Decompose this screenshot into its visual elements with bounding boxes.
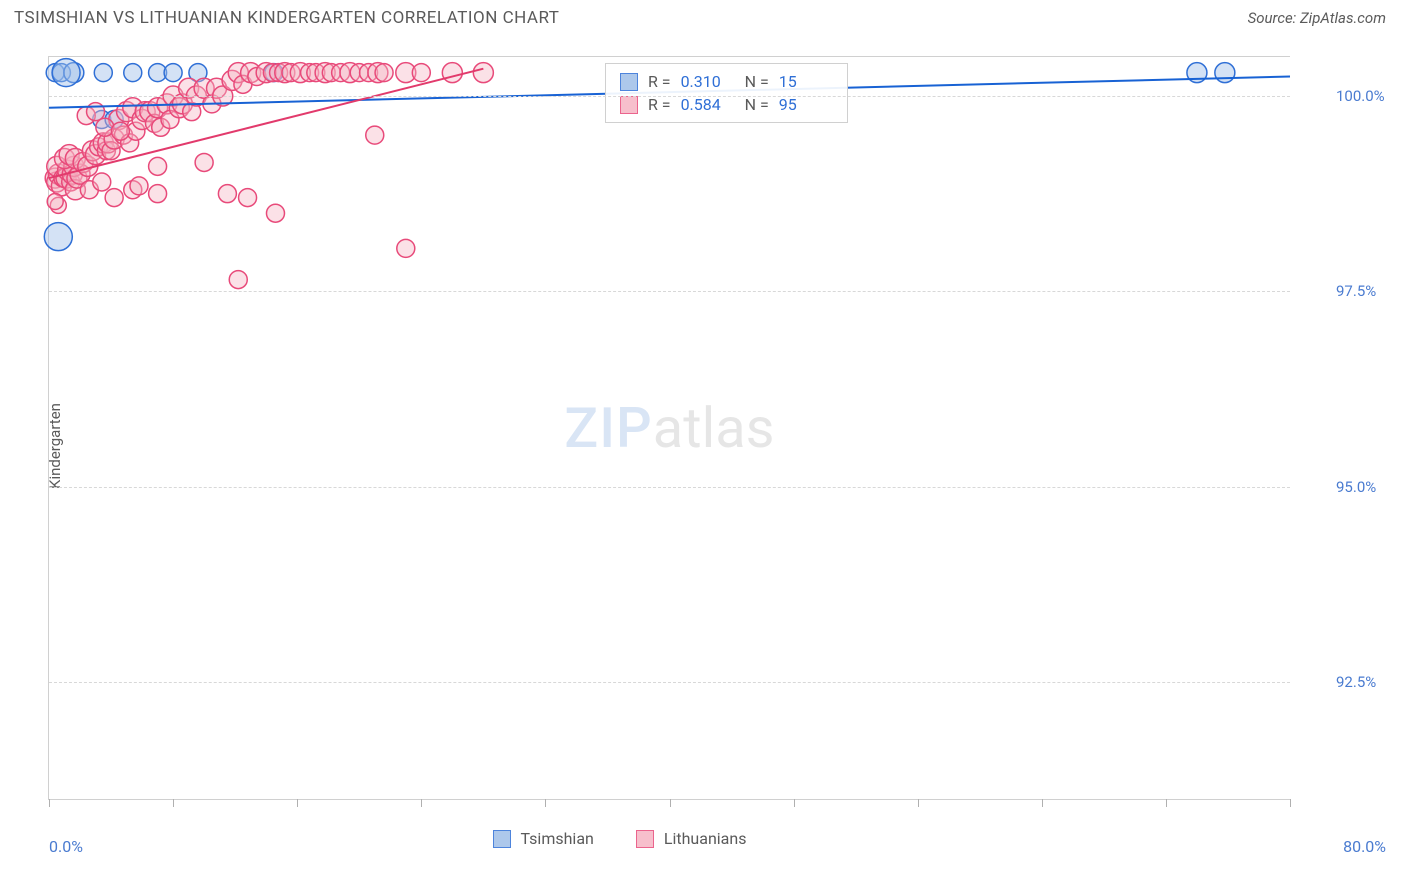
x-axis-max-label: 80.0%	[1343, 837, 1386, 856]
chart-header: TSIMSHIAN VS LITHUANIAN KINDERGARTEN COR…	[0, 0, 1406, 36]
data-point	[266, 204, 284, 222]
chart-title: TSIMSHIAN VS LITHUANIAN KINDERGARTEN COR…	[14, 8, 559, 28]
gridline	[49, 96, 1290, 97]
x-tick	[1166, 799, 1167, 807]
r-value: 0.310	[681, 72, 735, 91]
data-point	[87, 103, 105, 121]
data-point	[52, 59, 80, 87]
series-swatch	[620, 73, 638, 91]
y-tick-label: 100.0%	[1336, 87, 1385, 105]
r-label: R =	[648, 72, 671, 91]
source-attribution: Source: ZipAtlas.com	[1248, 9, 1386, 27]
data-point	[149, 157, 167, 175]
legend-item: Lithuanians	[636, 829, 747, 848]
x-tick	[1290, 799, 1291, 807]
y-tick-label: 92.5%	[1336, 673, 1376, 691]
data-point	[473, 63, 493, 83]
data-point	[239, 189, 257, 207]
scatter-svg	[49, 57, 1290, 799]
data-point	[94, 64, 112, 82]
x-tick	[670, 799, 671, 807]
chart-container: Kindergarten ZIPatlas R =0.310N =15R =0.…	[48, 56, 1390, 836]
stats-box: R = 0.310 N = 15 R = 0.584 N = 95	[605, 63, 848, 123]
data-point	[44, 223, 72, 251]
gridline	[49, 487, 1290, 488]
gridline	[49, 291, 1290, 292]
data-point	[149, 185, 167, 203]
legend-label: Lithuanians	[664, 829, 747, 848]
stats-row: R = 0.310 N = 15	[616, 70, 837, 93]
data-point	[218, 185, 236, 203]
data-point	[1215, 63, 1235, 83]
data-point	[124, 64, 142, 82]
x-tick	[421, 799, 422, 807]
data-point	[111, 122, 129, 140]
n-label: N =	[745, 95, 769, 114]
r-value: 0.584	[681, 95, 735, 114]
data-point	[47, 193, 63, 209]
plot-area: ZIPatlas R =0.310N =15R =0.584N =95 0.0%…	[48, 56, 1290, 800]
data-point	[105, 189, 123, 207]
data-point	[366, 126, 384, 144]
n-label: N =	[745, 72, 769, 91]
x-tick	[173, 799, 174, 807]
legend-item: Tsimshian	[493, 829, 594, 848]
data-point	[412, 64, 430, 82]
x-tick	[545, 799, 546, 807]
legend-label: Tsimshian	[521, 829, 594, 848]
data-point	[164, 64, 182, 82]
x-tick	[918, 799, 919, 807]
n-value: 95	[779, 95, 833, 114]
series-swatch	[620, 96, 638, 114]
data-point	[93, 173, 111, 191]
data-point	[375, 64, 393, 82]
legend-swatch	[493, 830, 511, 848]
data-point	[397, 239, 415, 257]
gridline	[49, 682, 1290, 683]
x-tick	[49, 799, 50, 807]
y-tick-label: 97.5%	[1336, 282, 1376, 300]
legend: Tsimshian Lithuanians	[49, 829, 1190, 848]
r-label: R =	[648, 95, 671, 114]
n-value: 15	[779, 72, 833, 91]
x-tick	[1042, 799, 1043, 807]
data-point	[229, 271, 247, 289]
y-tick-label: 95.0%	[1336, 478, 1376, 496]
data-point	[130, 177, 148, 195]
data-point	[195, 153, 213, 171]
x-tick	[794, 799, 795, 807]
data-point	[442, 63, 462, 83]
legend-swatch	[636, 830, 654, 848]
x-tick	[297, 799, 298, 807]
